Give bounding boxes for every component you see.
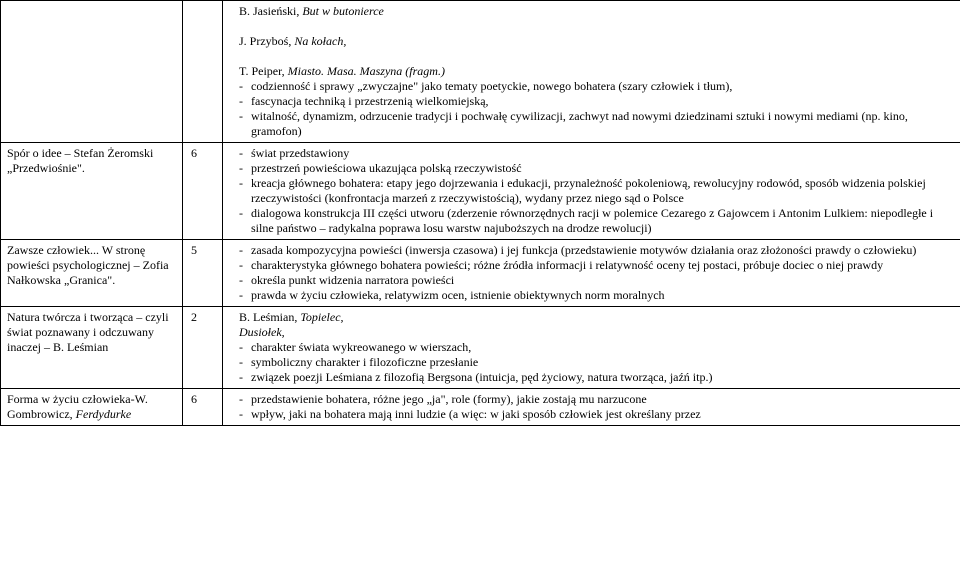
hours-cell: 5 [183, 240, 223, 307]
list-item: wpływ, jaki na bohatera mają inni ludzie… [229, 407, 954, 422]
hours-cell [183, 1, 223, 143]
table-row: B. Jasieński, But w butonierce J. Przybo… [1, 1, 960, 143]
table-row: Natura twórcza i tworząca – czyli świat … [1, 307, 960, 389]
topic-cell [1, 1, 183, 143]
bullet-list: przedstawienie bohatera, różne jego „ja"… [229, 392, 954, 422]
list-item: prawda w życiu człowieka, relatywizm oce… [229, 288, 954, 303]
bullet-list: zasada kompozycyjna powieści (inwersja c… [229, 243, 954, 303]
list-item: świat przedstawiony [229, 146, 954, 161]
content-cell: świat przedstawionyprzestrzeń powieściow… [223, 143, 960, 240]
list-item: dialogowa konstrukcja III części utworu … [229, 206, 954, 236]
bullet-list: charakter świata wykreowanego w wierszac… [229, 340, 954, 385]
bullet-list: świat przedstawionyprzestrzeń powieściow… [229, 146, 954, 236]
list-item: przedstawienie bohatera, różne jego „ja"… [229, 392, 954, 407]
list-item: fascynacja techniką i przestrzenią wielk… [229, 94, 954, 109]
list-item: charakterystyka głównego bohatera powieś… [229, 258, 954, 273]
curriculum-table: B. Jasieński, But w butonierce J. Przybo… [0, 0, 960, 426]
table-row: Forma w życiu człowieka-W.Gombrowicz, Fe… [1, 389, 960, 426]
list-item: przestrzeń powieściowa ukazująca polską … [229, 161, 954, 176]
content-cell: B. Leśmian, Topielec,Dusiołek,charakter … [223, 307, 960, 389]
list-item: zasada kompozycyjna powieści (inwersja c… [229, 243, 954, 258]
list-item: określa punkt widzenia narratora powieśc… [229, 273, 954, 288]
table-row: Zawsze człowiek... W stronę powieści psy… [1, 240, 960, 307]
table-row: Spór o idee – Stefan Żeromski „Przedwioś… [1, 143, 960, 240]
content-cell: B. Jasieński, But w butonierce J. Przybo… [223, 1, 960, 143]
list-item: symboliczny charakter i filozoficzne prz… [229, 355, 954, 370]
list-item: kreacja głównego bohatera: etapy jego do… [229, 176, 954, 206]
topic-cell: Spór o idee – Stefan Żeromski „Przedwioś… [1, 143, 183, 240]
topic-cell: Forma w życiu człowieka-W.Gombrowicz, Fe… [1, 389, 183, 426]
hours-cell: 6 [183, 143, 223, 240]
list-item: witalność, dynamizm, odrzucenie tradycji… [229, 109, 954, 139]
content-cell: przedstawienie bohatera, różne jego „ja"… [223, 389, 960, 426]
hours-cell: 2 [183, 307, 223, 389]
content-cell: zasada kompozycyjna powieści (inwersja c… [223, 240, 960, 307]
hours-cell: 6 [183, 389, 223, 426]
list-item: codzienność i sprawy „zwyczajne" jako te… [229, 79, 954, 94]
bullet-list: codzienność i sprawy „zwyczajne" jako te… [229, 79, 954, 139]
list-item: charakter świata wykreowanego w wierszac… [229, 340, 954, 355]
topic-cell: Natura twórcza i tworząca – czyli świat … [1, 307, 183, 389]
topic-cell: Zawsze człowiek... W stronę powieści psy… [1, 240, 183, 307]
list-item: związek poezji Leśmiana z filozofią Berg… [229, 370, 954, 385]
